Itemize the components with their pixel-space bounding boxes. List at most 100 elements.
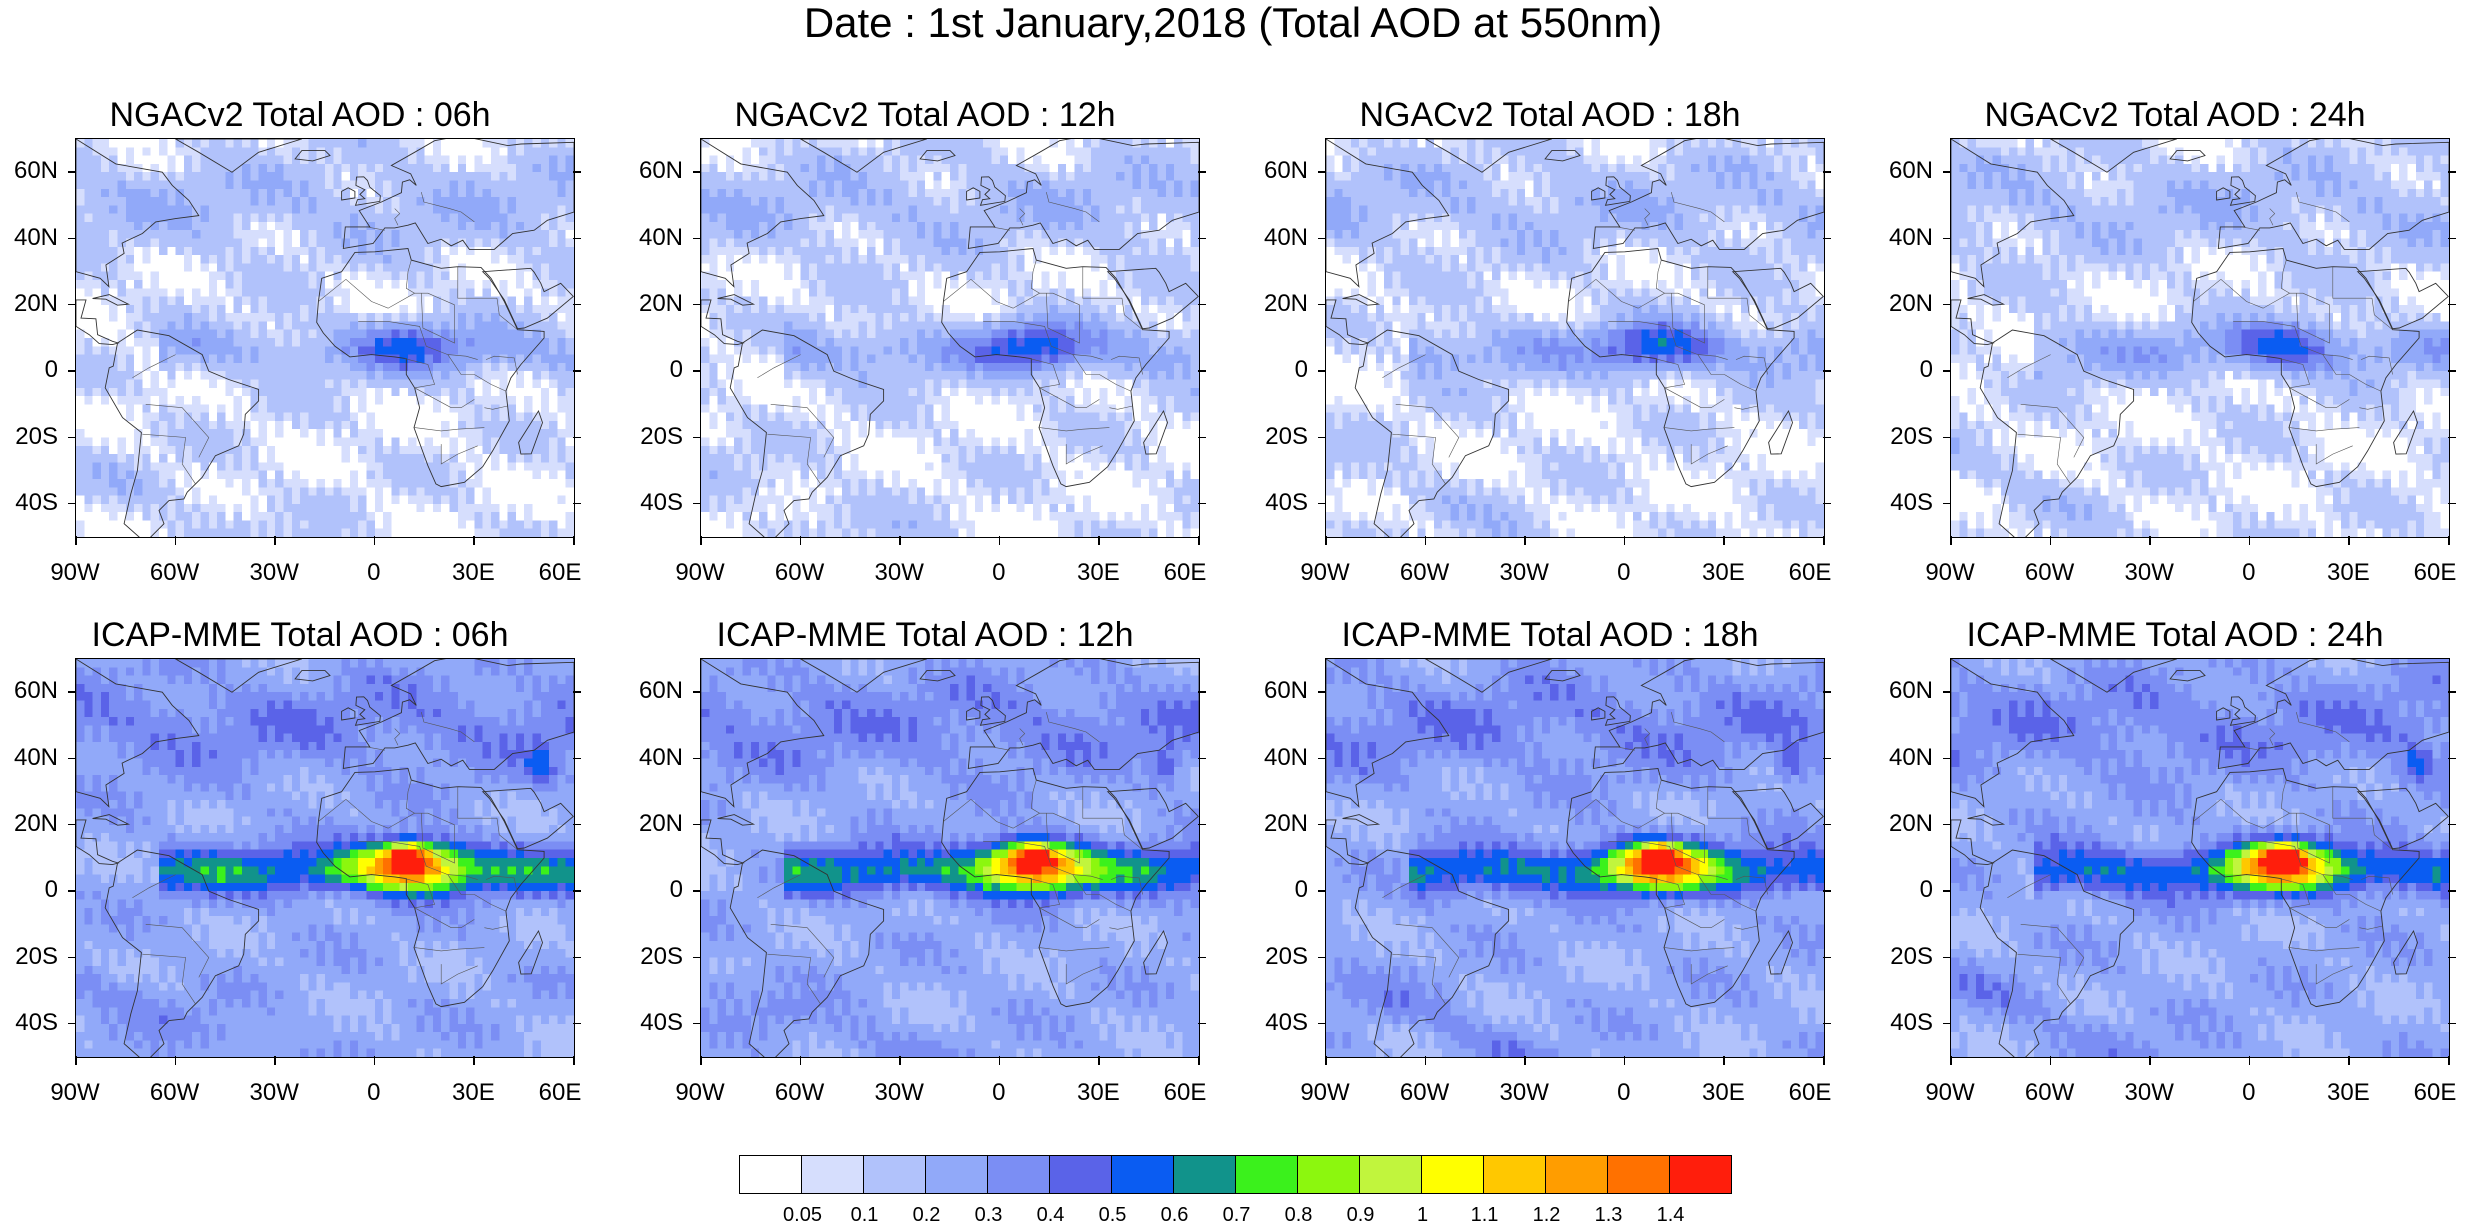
lat-tick bbox=[1318, 237, 1326, 239]
country-border bbox=[404, 878, 435, 909]
lat-tick bbox=[1318, 436, 1326, 438]
lon-tick-label: 90W bbox=[675, 559, 725, 586]
country-border bbox=[1046, 192, 1100, 223]
coastline bbox=[481, 787, 574, 850]
lat-tick bbox=[693, 171, 701, 173]
lat-tick-label: 60N bbox=[1263, 677, 1308, 705]
lon-tick bbox=[1623, 536, 1626, 545]
country-border bbox=[1735, 875, 1768, 895]
lon-tick bbox=[2049, 536, 2052, 545]
lat-tick bbox=[1943, 757, 1951, 759]
colorbar-level-label: 1.1 bbox=[1470, 1204, 1499, 1226]
country-border bbox=[394, 728, 401, 746]
aod-field bbox=[701, 139, 1199, 537]
lat-tick bbox=[2448, 171, 2456, 173]
country-border bbox=[1382, 354, 1426, 379]
country-border bbox=[1039, 427, 1110, 432]
aod-field bbox=[1951, 139, 2449, 537]
colorbar-swatch bbox=[1174, 1156, 1236, 1193]
lon-tick-label: 60E bbox=[1788, 1079, 1832, 1106]
map-plot-area bbox=[1950, 138, 2450, 538]
coastline bbox=[1342, 814, 1381, 826]
coastline bbox=[342, 139, 574, 250]
coastline bbox=[1326, 299, 1370, 346]
country-border bbox=[2269, 728, 2276, 746]
lat-tick-label: 40S bbox=[1265, 488, 1308, 516]
country-border bbox=[767, 433, 821, 485]
coastline bbox=[1604, 696, 1631, 726]
lat-tick bbox=[1823, 956, 1831, 958]
colorbar-swatch bbox=[864, 1156, 926, 1193]
lon-tick bbox=[1098, 1056, 1100, 1065]
country-border bbox=[1655, 780, 1665, 814]
country-border bbox=[1697, 354, 1725, 375]
country-border bbox=[2220, 279, 2330, 309]
lon-tick-label: 60W bbox=[149, 1079, 200, 1106]
lon-tick-label: 90W bbox=[1300, 1079, 1350, 1106]
country-border bbox=[2289, 387, 2350, 408]
lat-tick bbox=[1198, 823, 1206, 826]
lat-tick bbox=[68, 171, 76, 173]
country-border bbox=[1109, 405, 1133, 410]
lat-tick-label: 20N bbox=[638, 289, 683, 317]
colorbar-boxes bbox=[739, 1155, 1732, 1194]
country-border bbox=[2289, 907, 2350, 928]
aod-field bbox=[76, 659, 574, 1057]
country-border bbox=[2332, 266, 2372, 299]
coastline bbox=[518, 929, 543, 975]
country-border bbox=[1110, 355, 1143, 375]
figure-title: Date : 1st January,2018 (Total AOD at 55… bbox=[803, 0, 1663, 46]
colorbar-swatch bbox=[1050, 1156, 1112, 1193]
lat-tick bbox=[2448, 956, 2456, 958]
lon-tick-label: 30W bbox=[874, 559, 924, 586]
country-border bbox=[414, 427, 485, 432]
coastline bbox=[966, 187, 981, 201]
country-border bbox=[2279, 878, 2310, 909]
country-border bbox=[1618, 226, 1635, 231]
coastline bbox=[1592, 659, 1824, 770]
lat-tick bbox=[693, 956, 701, 958]
lat-tick bbox=[1943, 303, 1951, 306]
coastline bbox=[1951, 139, 2075, 288]
coastline bbox=[967, 139, 1199, 250]
coastline bbox=[76, 659, 200, 808]
lat-tick bbox=[1318, 370, 1326, 372]
lon-tick bbox=[1098, 536, 1100, 545]
colorbar-level-label: 0.05 bbox=[783, 1204, 822, 1226]
lon-tick bbox=[1823, 536, 1825, 545]
lat-tick bbox=[1823, 303, 1831, 306]
country-border bbox=[447, 874, 475, 895]
lat-tick bbox=[2448, 502, 2456, 505]
lat-tick bbox=[1943, 436, 1951, 438]
lat-tick-label: 20N bbox=[1263, 809, 1308, 837]
coastline bbox=[1106, 787, 1199, 850]
colorbar-swatch bbox=[1670, 1156, 1731, 1193]
colorbar-swatch bbox=[1546, 1156, 1608, 1193]
lat-tick bbox=[2448, 303, 2456, 306]
coastline bbox=[1566, 768, 1795, 1008]
coastline bbox=[1592, 139, 1824, 250]
colorbar-level-label: 0.4 bbox=[1036, 1204, 1065, 1226]
lon-tick-label: 30E bbox=[2327, 559, 2370, 586]
country-border bbox=[1030, 260, 1040, 294]
country-border bbox=[1039, 907, 1100, 928]
lon-tick bbox=[799, 1056, 802, 1065]
country-border bbox=[2360, 355, 2393, 375]
country-border bbox=[1608, 321, 1728, 360]
lat-tick bbox=[1318, 1022, 1326, 1025]
lat-tick-label: 40N bbox=[13, 743, 58, 771]
colorbar-level-label: 0.8 bbox=[1284, 1204, 1313, 1226]
coastline bbox=[92, 814, 131, 826]
country-border bbox=[1734, 405, 1758, 410]
country-border bbox=[2296, 192, 2350, 223]
country-border bbox=[2289, 947, 2360, 952]
panel-title: NGACv2 Total AOD : 12h bbox=[734, 96, 1116, 134]
coastline bbox=[2356, 787, 2449, 850]
country-border bbox=[457, 266, 497, 299]
lat-tick bbox=[2448, 823, 2456, 826]
country-border bbox=[2315, 444, 2353, 465]
coastline bbox=[1566, 248, 1795, 488]
country-border bbox=[485, 355, 518, 375]
lat-tick bbox=[1823, 1022, 1831, 1025]
country-border bbox=[1392, 433, 1446, 485]
